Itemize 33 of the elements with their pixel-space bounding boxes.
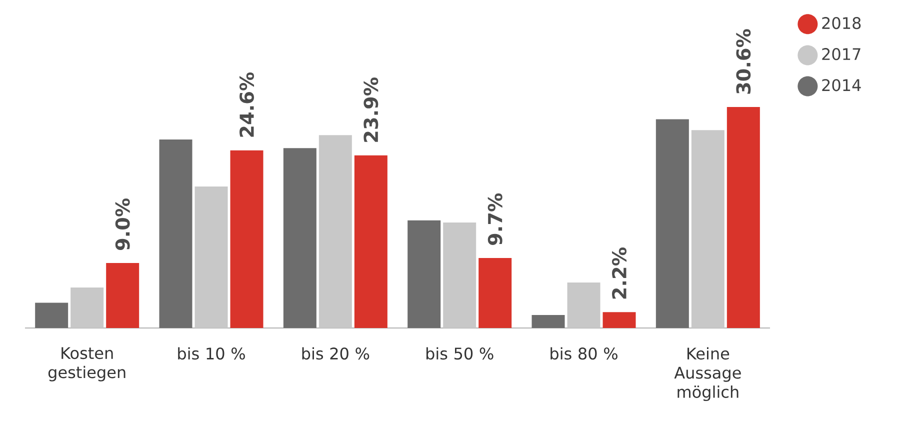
data-label: 9.0% — [115, 198, 130, 250]
bar — [656, 119, 689, 328]
x-tick-label: bis 80 % — [550, 347, 618, 360]
bar — [726, 106, 760, 328]
bar — [567, 282, 600, 328]
bar — [532, 315, 565, 328]
x-tick-label: bis 10 % — [178, 347, 245, 360]
bar — [106, 263, 140, 328]
bar — [194, 186, 228, 328]
bar — [70, 288, 104, 328]
bar — [408, 220, 441, 328]
data-label: 9.7% — [488, 193, 502, 245]
data-label: 2.2% — [612, 248, 626, 299]
x-tick-label: Kosten gestiegen — [48, 347, 126, 382]
bar — [159, 140, 192, 328]
bar — [318, 135, 352, 328]
data-label: 24.6% — [240, 72, 254, 137]
bar — [602, 312, 636, 328]
data-label: 23.9% — [364, 77, 378, 142]
legend-label: 2017 — [822, 48, 860, 60]
x-tick-label: Keine Aussage möglich — [674, 347, 741, 402]
x-tick-label: bis 20 % — [302, 347, 370, 360]
data-label: 30.6% — [736, 29, 751, 94]
bar — [443, 222, 476, 328]
bar — [478, 258, 512, 328]
x-tick-label: bis 50 % — [426, 347, 494, 360]
bar — [230, 150, 264, 328]
bar — [354, 155, 388, 328]
bar — [691, 130, 724, 328]
bar — [35, 302, 68, 328]
legend-label: 2018 — [822, 17, 861, 30]
legend-label: 2014 — [822, 79, 861, 92]
bar — [283, 148, 316, 328]
